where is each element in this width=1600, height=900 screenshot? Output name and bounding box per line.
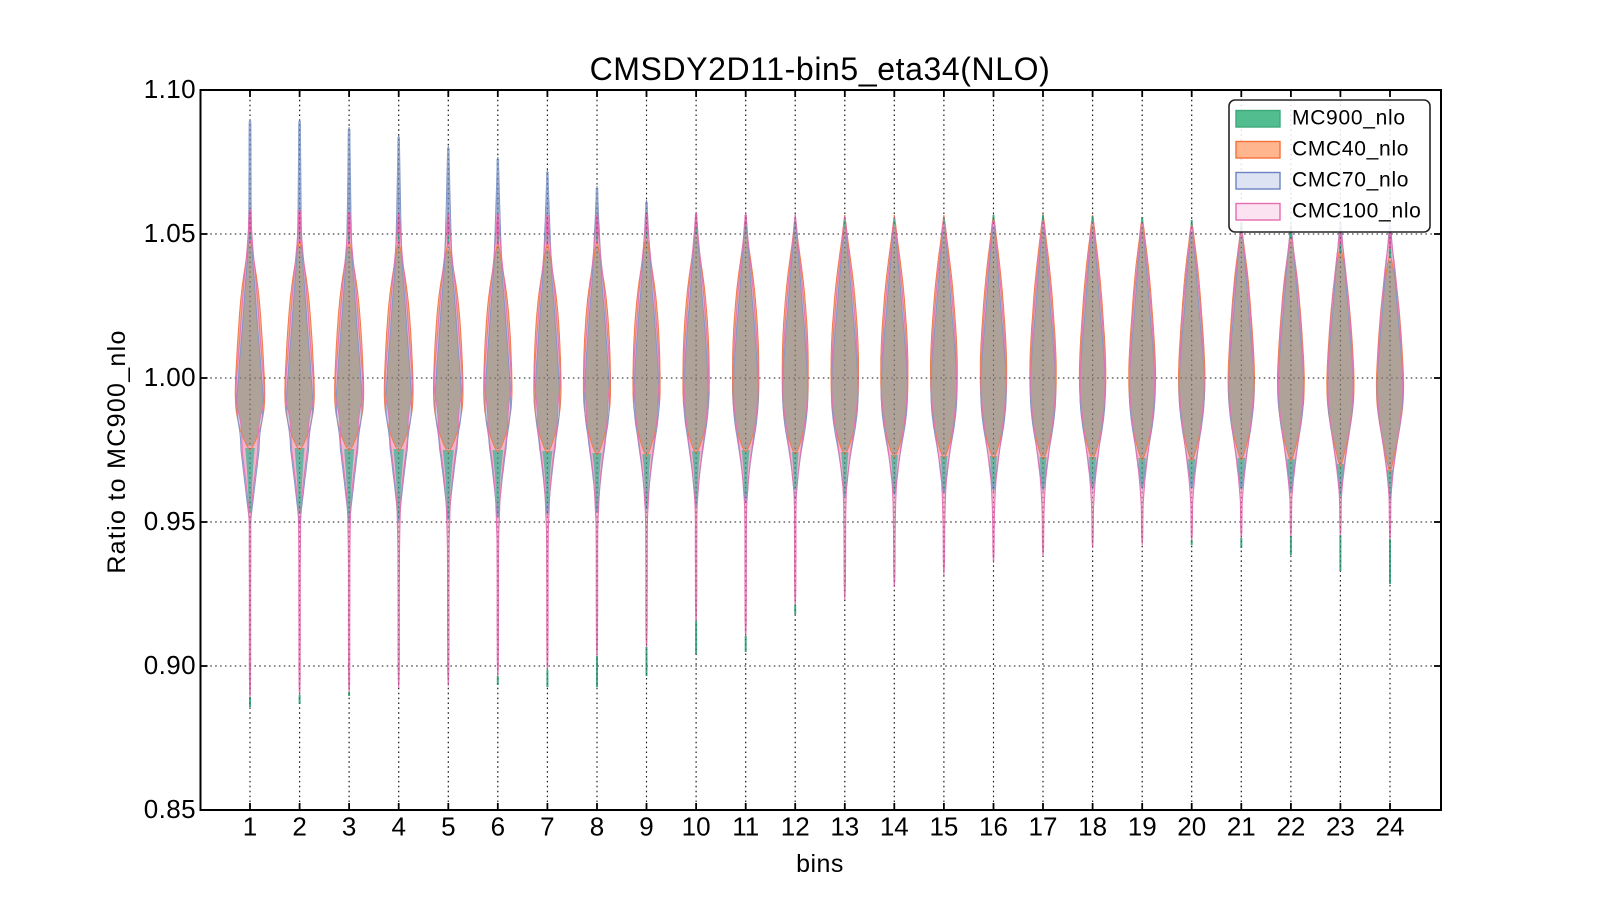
svg-text:CMC100_nlo: CMC100_nlo bbox=[1292, 199, 1422, 222]
svg-text:24: 24 bbox=[1376, 812, 1405, 842]
svg-text:18: 18 bbox=[1078, 812, 1107, 842]
svg-text:1.05: 1.05 bbox=[144, 218, 196, 248]
svg-text:19: 19 bbox=[1128, 812, 1157, 842]
svg-text:CMSDY2D11-bin5_eta34(NLO): CMSDY2D11-bin5_eta34(NLO) bbox=[590, 51, 1051, 87]
svg-text:CMC40_nlo: CMC40_nlo bbox=[1292, 137, 1409, 160]
svg-text:20: 20 bbox=[1177, 812, 1206, 842]
svg-text:1.10: 1.10 bbox=[144, 74, 196, 104]
svg-text:3: 3 bbox=[342, 812, 356, 842]
svg-text:7: 7 bbox=[540, 812, 554, 842]
svg-text:16: 16 bbox=[979, 812, 1008, 842]
svg-text:CMC70_nlo: CMC70_nlo bbox=[1292, 168, 1409, 191]
svg-text:Ratio to MC900_nlo: Ratio to MC900_nlo bbox=[103, 329, 131, 573]
svg-text:0.95: 0.95 bbox=[144, 506, 196, 536]
svg-text:bins: bins bbox=[796, 850, 844, 878]
svg-text:14: 14 bbox=[880, 812, 909, 842]
svg-text:12: 12 bbox=[781, 812, 810, 842]
svg-text:0.85: 0.85 bbox=[144, 794, 196, 824]
svg-text:0.90: 0.90 bbox=[144, 650, 196, 680]
svg-text:23: 23 bbox=[1326, 812, 1355, 842]
svg-text:17: 17 bbox=[1029, 812, 1058, 842]
svg-text:13: 13 bbox=[830, 812, 859, 842]
svg-text:MC900_nlo: MC900_nlo bbox=[1292, 106, 1406, 129]
svg-text:2: 2 bbox=[292, 812, 306, 842]
svg-text:8: 8 bbox=[590, 812, 604, 842]
svg-text:21: 21 bbox=[1227, 812, 1256, 842]
svg-text:1: 1 bbox=[243, 812, 257, 842]
svg-text:4: 4 bbox=[391, 812, 405, 842]
svg-text:15: 15 bbox=[929, 812, 958, 842]
svg-text:5: 5 bbox=[441, 812, 455, 842]
svg-text:6: 6 bbox=[491, 812, 505, 842]
svg-text:10: 10 bbox=[682, 812, 711, 842]
svg-text:11: 11 bbox=[732, 812, 759, 842]
svg-text:22: 22 bbox=[1276, 812, 1305, 842]
svg-text:9: 9 bbox=[639, 812, 653, 842]
svg-text:1.00: 1.00 bbox=[144, 362, 196, 392]
